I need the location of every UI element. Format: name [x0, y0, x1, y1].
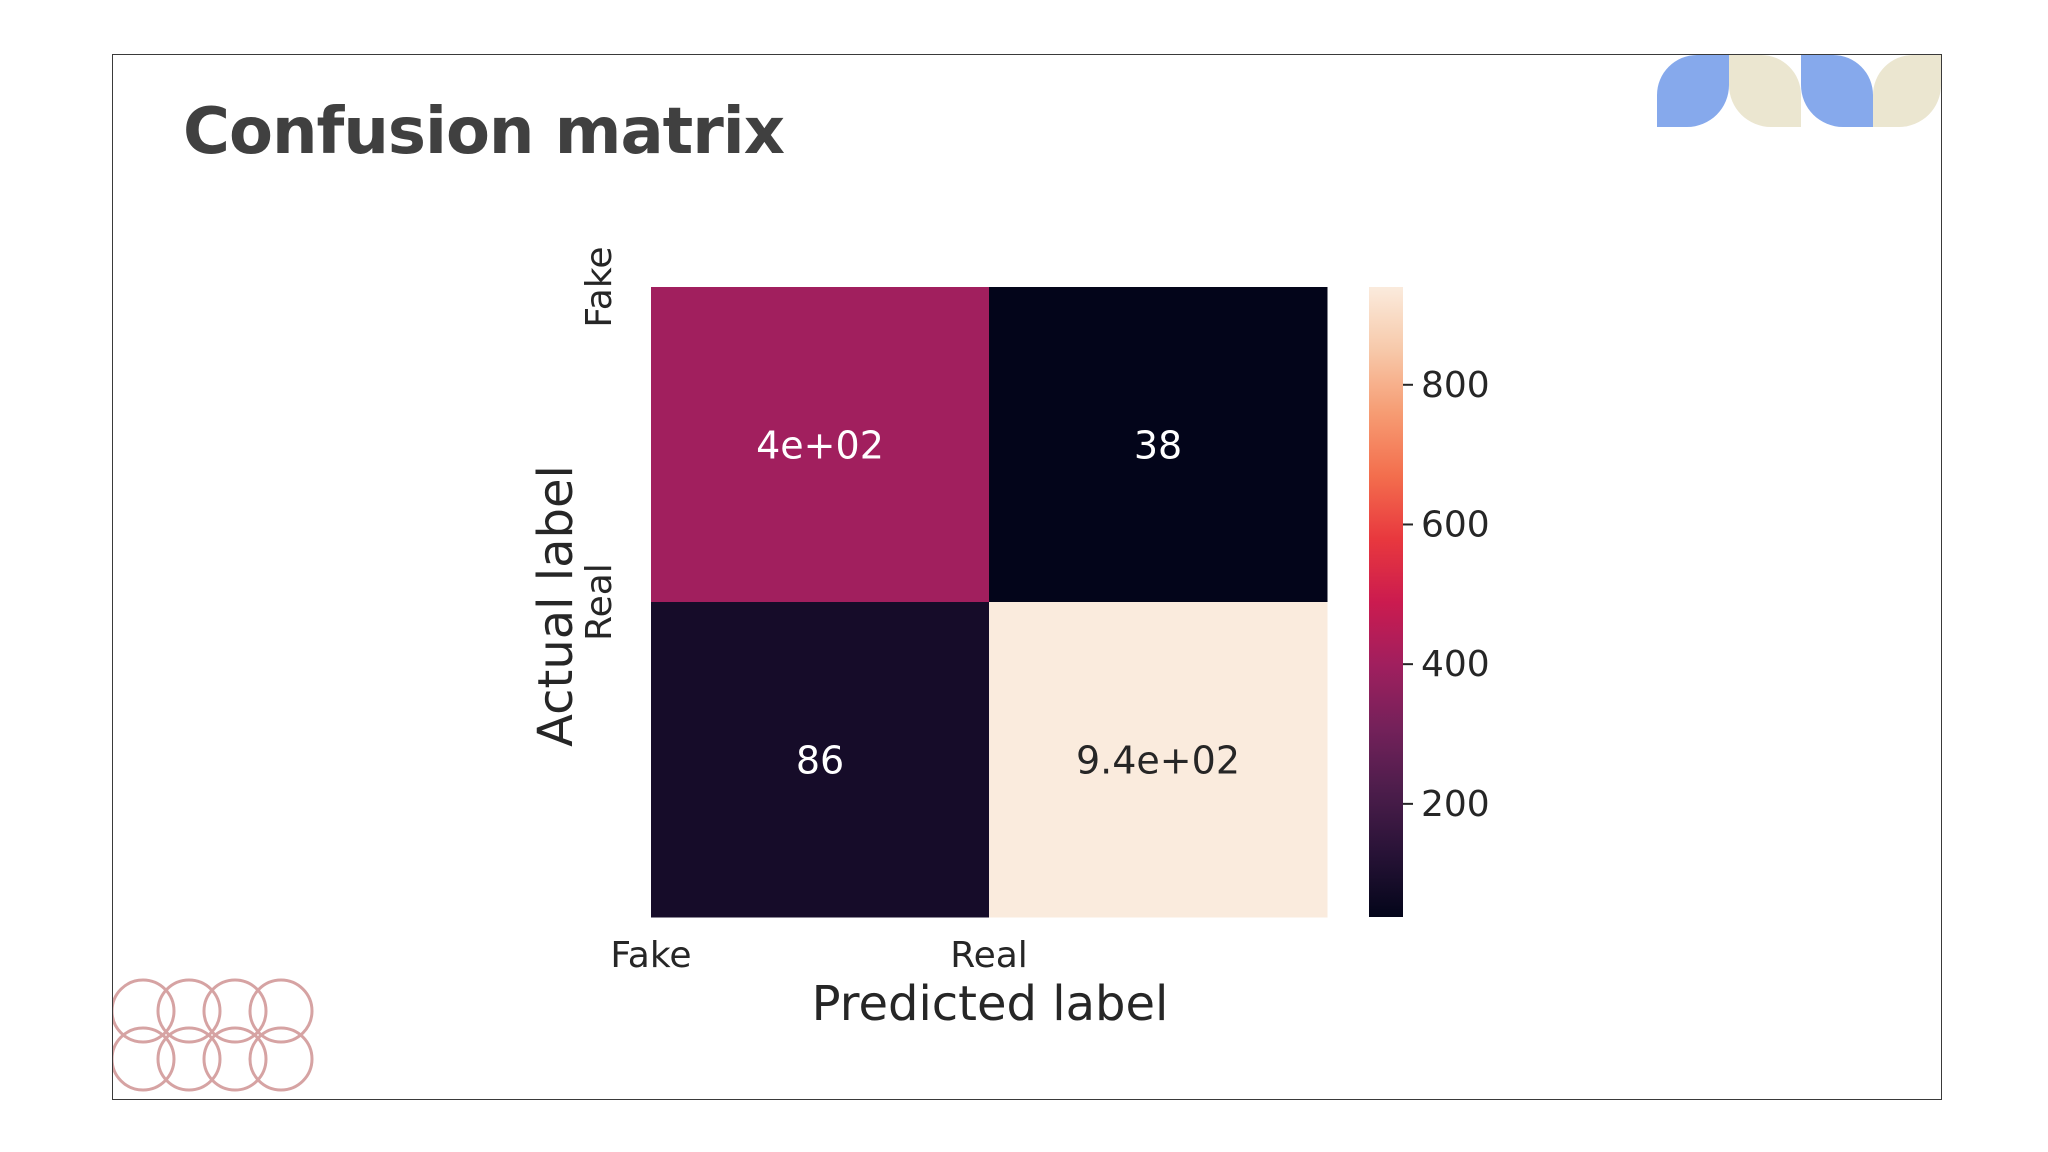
blue-petal-shape: [1801, 55, 1873, 127]
y-axis-label: Actual label: [528, 465, 584, 747]
cell-annotation: 4e+02: [756, 424, 884, 468]
petal-decoration-icon: [1657, 55, 1941, 127]
cell-annotation: 9.4e+02: [1076, 739, 1240, 783]
heatmap-cell-fake-real: [989, 287, 1328, 603]
ring-shape: [248, 978, 314, 1044]
x-tick-label: Real: [950, 935, 1028, 976]
cream-petal-shape: [1873, 55, 1941, 127]
heatmap-cell-real-real: [989, 602, 1328, 918]
ring-shape: [113, 1026, 176, 1092]
rings-decoration-icon: [113, 978, 314, 1092]
slide-title: Confusion matrix: [183, 95, 785, 169]
y-tick-label: Fake: [579, 246, 620, 327]
ring-shape: [113, 978, 176, 1044]
ring-shape: [202, 978, 268, 1044]
x-axis-label: Predicted label: [812, 976, 1169, 1032]
colorbar-tick-label: 400: [1421, 644, 1490, 685]
cell-annotation: 38: [1134, 424, 1182, 468]
x-tick-label: Fake: [610, 935, 691, 976]
colorbar-tick-label: 600: [1421, 504, 1490, 545]
cream-petal-shape: [1729, 55, 1801, 127]
blue-petal-shape: [1657, 55, 1729, 127]
colorbar-tick-label: 200: [1421, 784, 1490, 825]
colorbar-tick-label: 800: [1421, 365, 1490, 406]
colorbar: [1369, 287, 1403, 917]
cell-annotation: 86: [796, 739, 844, 783]
y-tick-label: Real: [579, 563, 620, 641]
slide: Confusion matrix: [112, 54, 1942, 1100]
ring-shape: [156, 978, 222, 1044]
heatmap-cell-fake-fake: [651, 287, 990, 603]
heatmap-cell-real-fake: [651, 602, 990, 918]
ring-shape: [248, 1026, 314, 1092]
ring-shape: [202, 1026, 268, 1092]
ring-shape: [156, 1026, 222, 1092]
